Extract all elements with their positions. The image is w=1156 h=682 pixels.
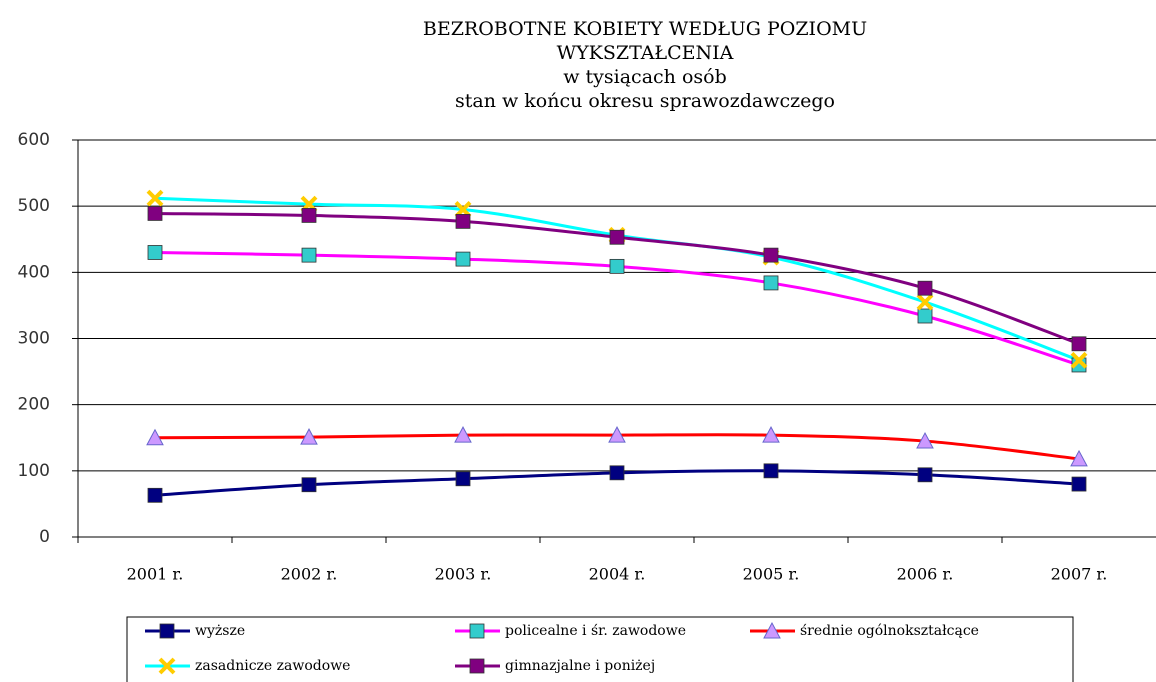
x-tick-label: 2002 r. [281,565,338,584]
chart-title: stan w końcu okresu sprawozdawczego [455,90,835,112]
marker [159,623,175,639]
x-tick-label: 2007 r. [1051,565,1108,584]
marker [1070,449,1088,467]
marker [763,463,779,479]
series-line [154,196,1080,362]
marker [917,280,933,296]
marker [147,245,163,260]
marker [763,275,779,291]
marker [609,258,625,274]
legend-label: wyższe [195,623,245,639]
y-tick-label: 300 [18,329,50,349]
marker [146,189,164,207]
chart-title: BEZROBOTNE KOBIETY WEDŁUG POZIOMU [423,18,867,40]
marker [1071,336,1087,352]
x-tick-label: 2001 r. [127,565,184,584]
marker [455,471,471,487]
marker [454,426,472,443]
legend-box [126,616,1074,682]
marker [609,465,625,481]
y-tick-label: 500 [18,196,50,216]
marker [301,247,317,263]
y-tick-label: 200 [18,395,50,415]
marker [147,487,163,503]
marker [158,657,176,675]
y-tick-label: 600 [18,130,50,150]
marker [301,208,317,223]
marker [916,293,934,311]
legend-label: policealne i śr. zawodowe [505,623,686,639]
marker [455,213,471,229]
marker [301,477,317,493]
x-tick-label: 2006 r. [897,565,954,584]
marker [469,658,485,674]
chart-title: w tysiącach osób [563,66,727,88]
legend-label: średnie ogólnokształcące [800,623,979,639]
marker [763,621,781,639]
legend-label: zasadnicze zawodowe [195,658,350,674]
y-tick-label: 400 [18,262,50,282]
marker [916,431,934,449]
marker [455,251,471,267]
marker [609,229,625,245]
marker [1070,351,1088,369]
marker [608,426,626,443]
marker [917,308,933,324]
marker [917,467,933,483]
marker [300,428,318,445]
marker [762,426,780,443]
x-tick-label: 2003 r. [435,565,492,584]
x-tick-label: 2005 r. [743,565,800,584]
y-tick-label: 100 [18,461,50,481]
marker [763,247,779,263]
marker [147,206,163,221]
marker [1071,476,1087,492]
x-tick-label: 2004 r. [589,565,646,584]
marker [469,623,485,639]
y-tick-label: 0 [39,527,50,547]
chart-title: WYKSZTAŁCENIA [557,42,734,64]
marker [146,428,164,446]
legend-label: gimnazjalne i poniżej [505,658,655,674]
